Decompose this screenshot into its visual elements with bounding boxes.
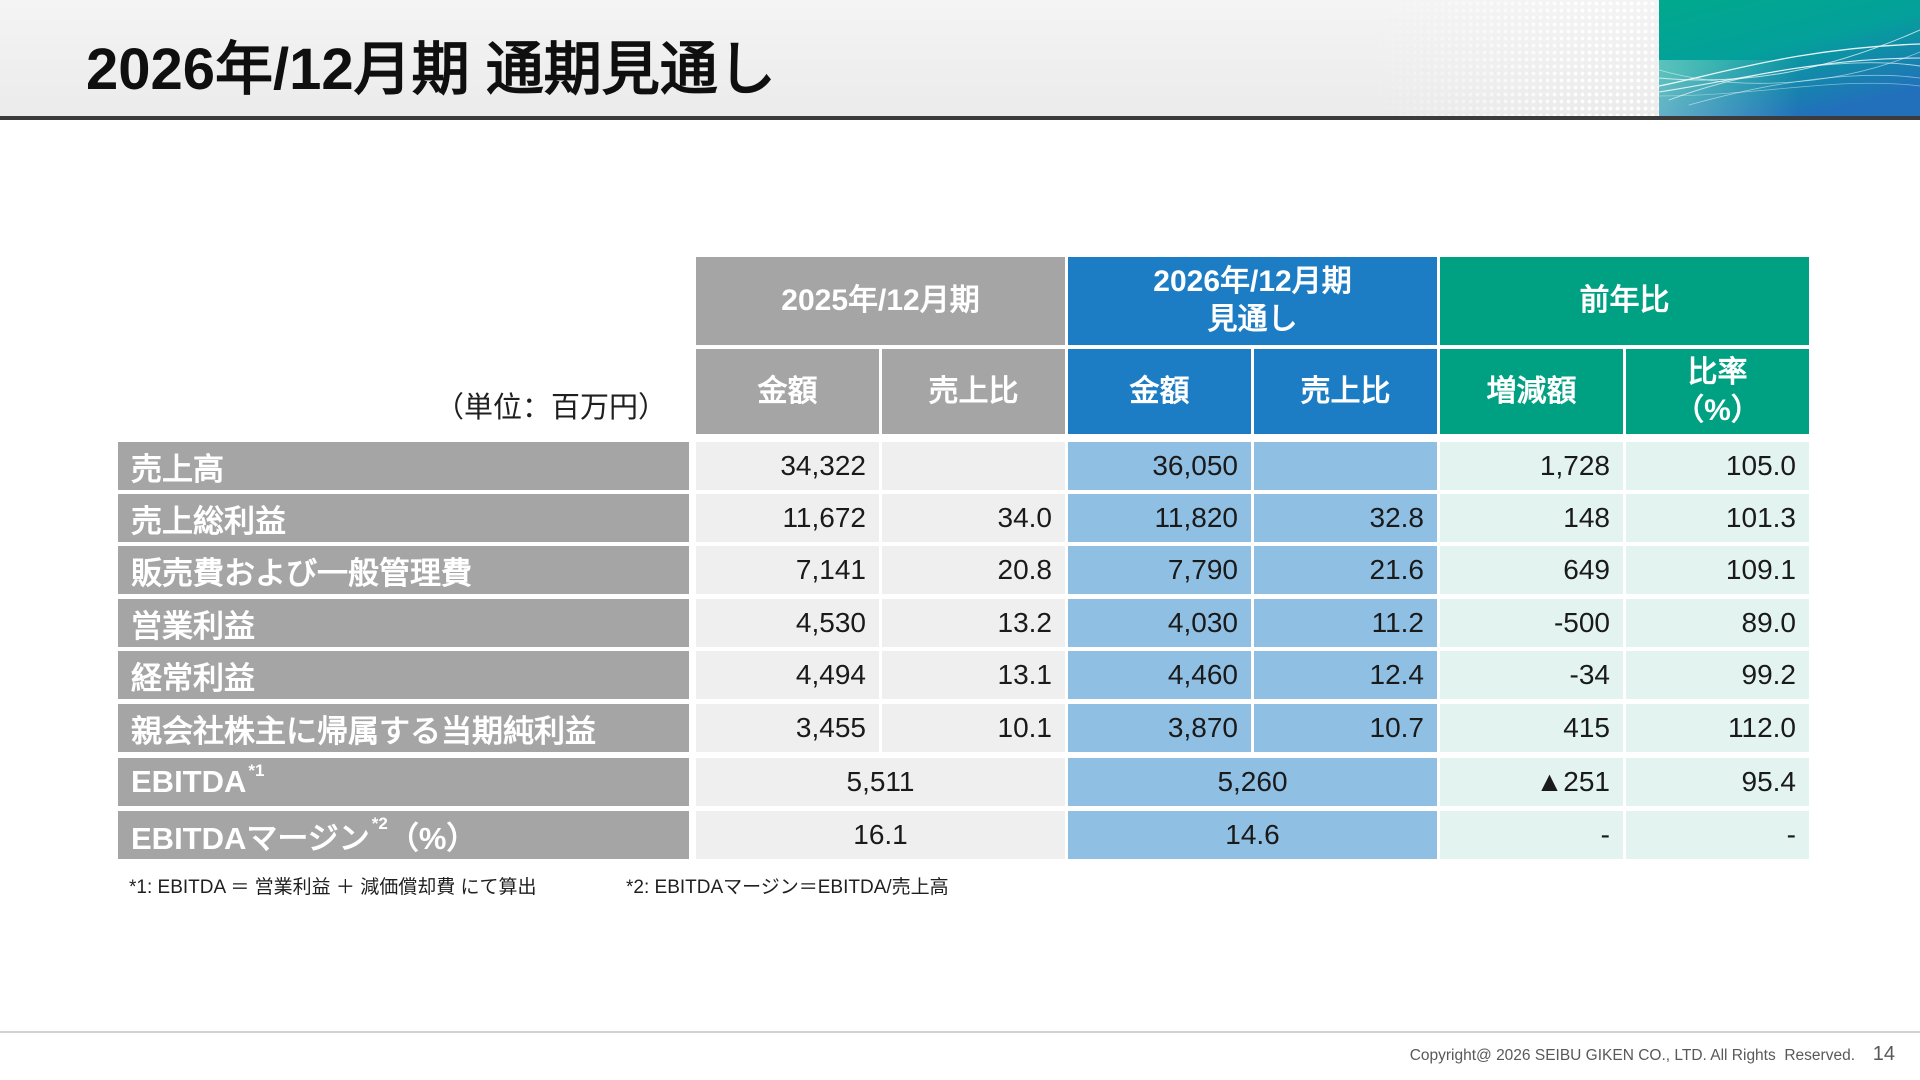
- header-fy2026-forecast: 2026年/12月期 見通し: [1068, 257, 1437, 345]
- slide-title: 2026年/12月期 通期見通し: [86, 37, 776, 102]
- column-header-yoy-rate: 比率 （%）: [1626, 349, 1809, 434]
- row-label-ebitda: EBITDA *1: [118, 758, 689, 806]
- net-income-fy2025-amount: 3,455: [696, 704, 879, 752]
- header-forecast-label: 見通し: [1207, 303, 1298, 336]
- header-fy2025-label: 2025年/12月期: [781, 284, 980, 317]
- column-header-label: 増減額: [1486, 374, 1577, 408]
- row-label-unit: （%）: [387, 820, 478, 856]
- row-label-gross-profit: 売上総利益: [118, 494, 689, 542]
- net-sales-fy2025-amount: 34,322: [696, 442, 879, 490]
- net-income-fy2025-ratio: 10.1: [882, 704, 1065, 752]
- ordinary-income-fy2026-amount: 4,460: [1068, 651, 1251, 699]
- operating-income-fy2026-ratio: 11.2: [1254, 599, 1437, 647]
- title-bar: 2026年/12月期 通期見通し: [0, 0, 1920, 117]
- ebitda-margin-fy2026-value: 14.6: [1068, 811, 1437, 859]
- ebitda-fy2025-value: 5,511: [696, 758, 1065, 806]
- row-label-text: EBITDAマージン: [131, 820, 370, 856]
- gross-profit-fy2026-amount: 11,820: [1068, 494, 1251, 542]
- header-fy2025: 2025年/12月期: [696, 257, 1065, 345]
- brand-wave-graphic: [1659, 0, 1920, 117]
- ordinary-income-yoy-change: -34: [1440, 651, 1623, 699]
- net-income-fy2026-ratio: 10.7: [1254, 704, 1437, 752]
- sga-expenses-fy2026-amount: 7,790: [1068, 546, 1251, 594]
- unit-label: （単位：百万円）: [434, 392, 667, 424]
- column-header-fy2025-ratio: 売上比: [882, 349, 1065, 434]
- copyright-notice: Copyright@ 2026 SEIBU GIKEN CO., LTD. Al…: [1409, 1047, 1855, 1064]
- footnote-marker: *2: [371, 814, 388, 833]
- column-header-label: 売上比: [1300, 374, 1391, 408]
- ebitda-yoy-change: ▲251: [1440, 758, 1623, 806]
- net-sales-fy2025-ratio: [882, 442, 1065, 490]
- footnote-ebitda-margin-definition: *2: EBITDAマージン＝EBITDA/売上高: [626, 877, 949, 898]
- sga-expenses-fy2025-amount: 7,141: [696, 546, 879, 594]
- net-sales-fy2026-amount: 36,050: [1068, 442, 1251, 490]
- row-label-sga-expenses: 販売費および一般管理費: [118, 546, 689, 594]
- footer-rule: [0, 1031, 1920, 1033]
- net-income-yoy-rate: 112.0: [1626, 704, 1809, 752]
- header-yoy: 前年比: [1440, 257, 1809, 345]
- operating-income-fy2025-ratio: 13.2: [882, 599, 1065, 647]
- ordinary-income-fy2025-ratio: 13.1: [882, 651, 1065, 699]
- page-number: 14: [1872, 1043, 1895, 1065]
- net-sales-fy2026-ratio: [1254, 442, 1437, 490]
- net-income-fy2026-amount: 3,870: [1068, 704, 1251, 752]
- gross-profit-fy2025-amount: 11,672: [696, 494, 879, 542]
- ebitda-fy2026-value: 5,260: [1068, 758, 1437, 806]
- sga-expenses-fy2025-ratio: 20.8: [882, 546, 1065, 594]
- operating-income-yoy-change: -500: [1440, 599, 1623, 647]
- gross-profit-yoy-rate: 101.3: [1626, 494, 1809, 542]
- operating-income-yoy-rate: 89.0: [1626, 599, 1809, 647]
- net-income-yoy-change: 415: [1440, 704, 1623, 752]
- sga-expenses-yoy-change: 649: [1440, 546, 1623, 594]
- column-header-fy2025-amount: 金額: [696, 349, 879, 434]
- row-label-ordinary-income: 経常利益: [118, 651, 689, 699]
- ordinary-income-fy2026-ratio: 12.4: [1254, 651, 1437, 699]
- gross-profit-fy2026-ratio: 32.8: [1254, 494, 1437, 542]
- net-sales-yoy-rate: 105.0: [1626, 442, 1809, 490]
- gross-profit-yoy-change: 148: [1440, 494, 1623, 542]
- row-label-ebitda-margin: EBITDAマージン *2 （%）: [118, 811, 689, 859]
- ebitda-margin-fy2025-value: 16.1: [696, 811, 1065, 859]
- row-label-text: EBITDA: [131, 764, 247, 799]
- column-header-fy2026-amount: 金額: [1068, 349, 1251, 434]
- net-sales-yoy-change: 1,728: [1440, 442, 1623, 490]
- column-header-fy2026-ratio: 売上比: [1254, 349, 1437, 434]
- ordinary-income-yoy-rate: 99.2: [1626, 651, 1809, 699]
- row-label-net-sales: 売上高: [118, 442, 689, 490]
- sga-expenses-fy2026-ratio: 21.6: [1254, 546, 1437, 594]
- row-label-operating-income: 営業利益: [118, 599, 689, 647]
- halftone-pattern: [1362, 0, 1662, 117]
- column-header-label: 金額: [757, 374, 818, 408]
- column-header-label: 比率: [1687, 355, 1748, 389]
- ordinary-income-fy2025-amount: 4,494: [696, 651, 879, 699]
- ebitda-margin-yoy-change: -: [1440, 811, 1623, 859]
- column-header-label: 売上比: [928, 374, 1019, 408]
- row-label-net-income-attributable: 親会社株主に帰属する当期純利益: [118, 704, 689, 752]
- footnote-marker: *1: [248, 761, 265, 780]
- operating-income-fy2025-amount: 4,530: [696, 599, 879, 647]
- title-rule: [0, 116, 1920, 120]
- ebitda-margin-yoy-rate: -: [1626, 811, 1809, 859]
- operating-income-fy2026-amount: 4,030: [1068, 599, 1251, 647]
- header-fy2026-label: 2026年/12月期: [1153, 265, 1352, 298]
- sga-expenses-yoy-rate: 109.1: [1626, 546, 1809, 594]
- footnote-ebitda-definition: *1: EBITDA ＝ 営業利益 ＋ 減価償却費 にて算出: [129, 877, 537, 898]
- ebitda-yoy-rate: 95.4: [1626, 758, 1809, 806]
- column-header-label: 金額: [1129, 374, 1190, 408]
- header-yoy-label: 前年比: [1579, 284, 1670, 317]
- column-header-unit: （%）: [1674, 393, 1761, 427]
- gross-profit-fy2025-ratio: 34.0: [882, 494, 1065, 542]
- column-header-yoy-change: 増減額: [1440, 349, 1623, 434]
